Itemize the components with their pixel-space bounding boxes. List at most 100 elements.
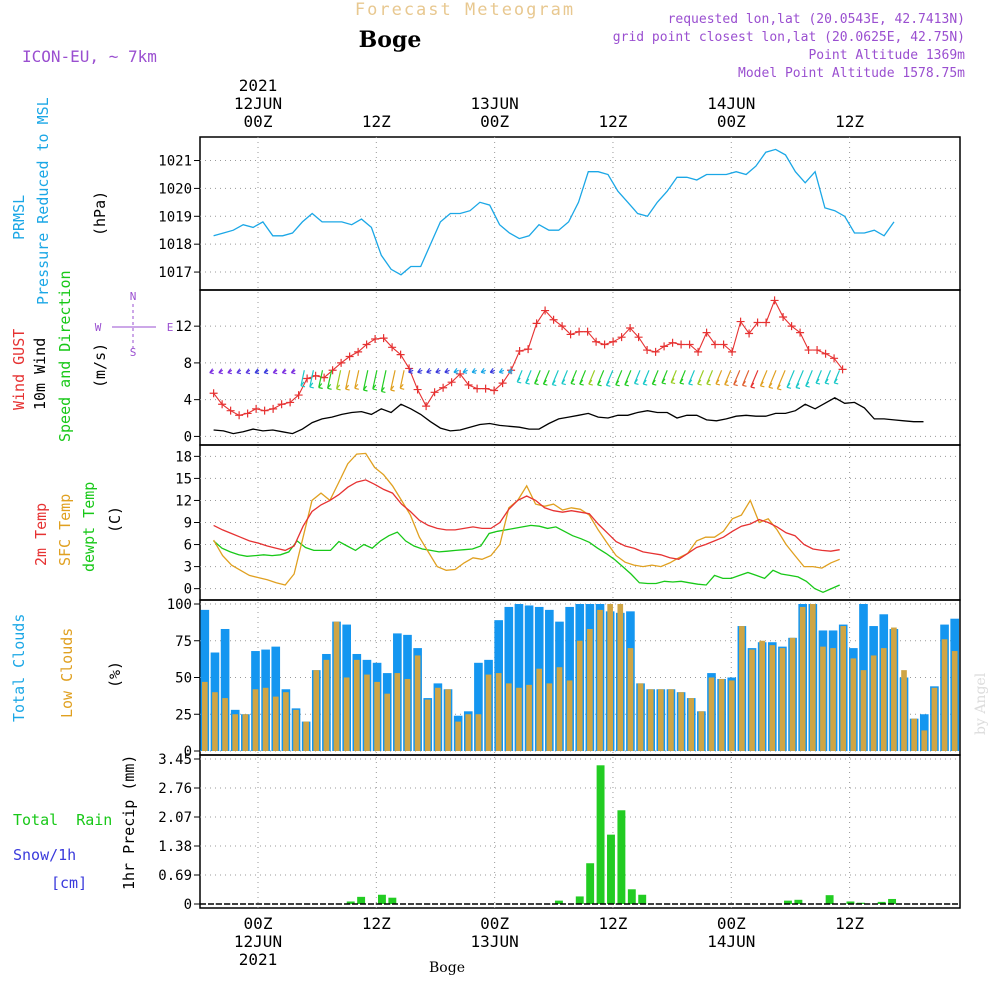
wind-gust-marker	[371, 335, 380, 344]
low-clouds-bar	[728, 680, 735, 751]
wind-direction-arrow	[651, 370, 659, 386]
pressure-ytick-label: 1018	[158, 237, 192, 253]
low-clouds-bar	[668, 689, 674, 751]
top-tick-time: 00Z	[717, 112, 746, 131]
low-clouds-bar	[212, 692, 218, 751]
wind-direction-label: Speed and Direction	[56, 270, 74, 442]
model-altitude: Model Point Altitude 1578.75m	[738, 66, 965, 81]
wind-direction-arrow	[633, 370, 641, 385]
wind-gust-marker	[532, 319, 541, 328]
rain-label: Total Rain	[13, 811, 112, 829]
precip-bar	[627, 889, 636, 904]
wind-direction-arrow	[715, 370, 723, 386]
pressure-ytick-label: 1020	[158, 181, 192, 197]
wind-direction-arrow	[336, 370, 342, 391]
wind-gust-marker	[736, 317, 745, 326]
wind-direction-arrow	[750, 370, 759, 389]
compass-w: W	[95, 321, 102, 334]
total-clouds-bar	[514, 604, 524, 751]
wind-gust-marker	[252, 404, 261, 413]
wind-gust-marker	[643, 346, 652, 355]
total-clouds-label: Total Clouds	[10, 614, 28, 722]
wind-direction-arrow	[795, 370, 804, 390]
wind-gust-marker	[311, 371, 320, 380]
wind-direction-arrow	[688, 370, 695, 386]
low-clouds-bar	[354, 659, 360, 751]
pressure-panel-frame	[199, 136, 961, 291]
wind-direction-arrow	[561, 370, 568, 386]
pressure-label-msl: Pressure Reduced to MSL	[34, 97, 52, 305]
low-clouds-bar	[495, 673, 502, 751]
low-clouds-bar	[911, 718, 917, 751]
precip-unit: 1hr Precip (mm)	[120, 755, 138, 890]
wind-gust-marker	[745, 329, 754, 338]
wind-gust-marker	[490, 386, 499, 395]
compass-s: S	[130, 346, 137, 359]
bottom-tick-time: 12Z	[362, 914, 391, 933]
low-clouds-bar	[941, 639, 948, 751]
wind-gust-marker	[830, 354, 839, 363]
top-tick-time: 12Z	[599, 112, 628, 131]
precip-bar	[846, 901, 855, 904]
precip-bar	[346, 901, 355, 904]
wind-gust-marker	[286, 398, 295, 407]
dew-label: dewpt Temp	[80, 482, 98, 572]
low-clouds-bar	[445, 689, 451, 751]
low-clouds-bar	[252, 689, 259, 751]
wind-gust-marker	[481, 384, 490, 393]
low-clouds-bar	[698, 711, 705, 751]
precip-bar	[377, 894, 386, 904]
wind-direction-arrow	[786, 370, 795, 389]
temp-ytick-label: 18	[175, 449, 192, 465]
wind-gust-marker	[583, 327, 592, 336]
wind-direction-arrow	[444, 367, 450, 374]
total-clouds-bar	[545, 609, 554, 751]
wind-gust-marker	[753, 318, 762, 327]
wind-gust-marker	[804, 346, 813, 355]
wind-gust-marker	[235, 411, 244, 420]
wind-gust-marker	[549, 315, 558, 324]
precip-ytick-label: 2.07	[158, 810, 192, 826]
low-clouds-bar	[769, 645, 776, 751]
wind-direction-arrow	[624, 370, 632, 387]
wind-direction-arrow	[471, 367, 477, 374]
low-clouds-bar	[262, 687, 269, 751]
wind-gust-marker	[524, 345, 533, 354]
wind-gust-marker	[243, 409, 252, 418]
dewpoint-series-line	[213, 524, 840, 594]
wind-direction-arrow	[507, 367, 514, 374]
low-clouds-bar	[860, 670, 867, 751]
low-clouds-bar	[293, 709, 299, 751]
footer-location: Boge	[429, 960, 465, 976]
wind-direction-arrow	[254, 368, 260, 375]
wind-gust-marker	[668, 338, 677, 347]
precip-bar	[825, 895, 834, 904]
wind-gust-marker	[328, 366, 337, 375]
wind-ytick-label: 0	[184, 429, 192, 445]
low-clouds-bar	[576, 640, 583, 751]
wind-gust-marker	[617, 333, 626, 342]
precip-ytick-label: 0	[184, 897, 192, 913]
wind-direction-arrow	[588, 370, 596, 386]
low-clouds-bar	[485, 674, 492, 751]
total-clouds-bar	[474, 662, 483, 751]
wind-gust-marker	[396, 350, 405, 359]
bottom-tick-time: 00Z	[717, 914, 746, 933]
wind-direction-arrow	[380, 370, 387, 393]
low-clouds-bar	[566, 680, 573, 751]
total-clouds-bar	[200, 609, 210, 751]
low-clouds-bar	[587, 628, 593, 751]
wind-gust-marker	[464, 380, 473, 389]
wind-gust-line	[213, 299, 844, 416]
low-clouds-bar	[870, 655, 877, 751]
wind-gust-marker	[269, 404, 278, 413]
wind-direction-arrow	[408, 367, 414, 374]
low-clouds-bar	[718, 678, 725, 751]
low-clouds-bar	[323, 659, 330, 751]
wind-gust-marker	[439, 383, 448, 392]
requested-coords: requested lon,lat (20.0543E, 42.7413N)	[668, 12, 965, 27]
bottom-tick-date: 12JUN	[234, 932, 282, 951]
